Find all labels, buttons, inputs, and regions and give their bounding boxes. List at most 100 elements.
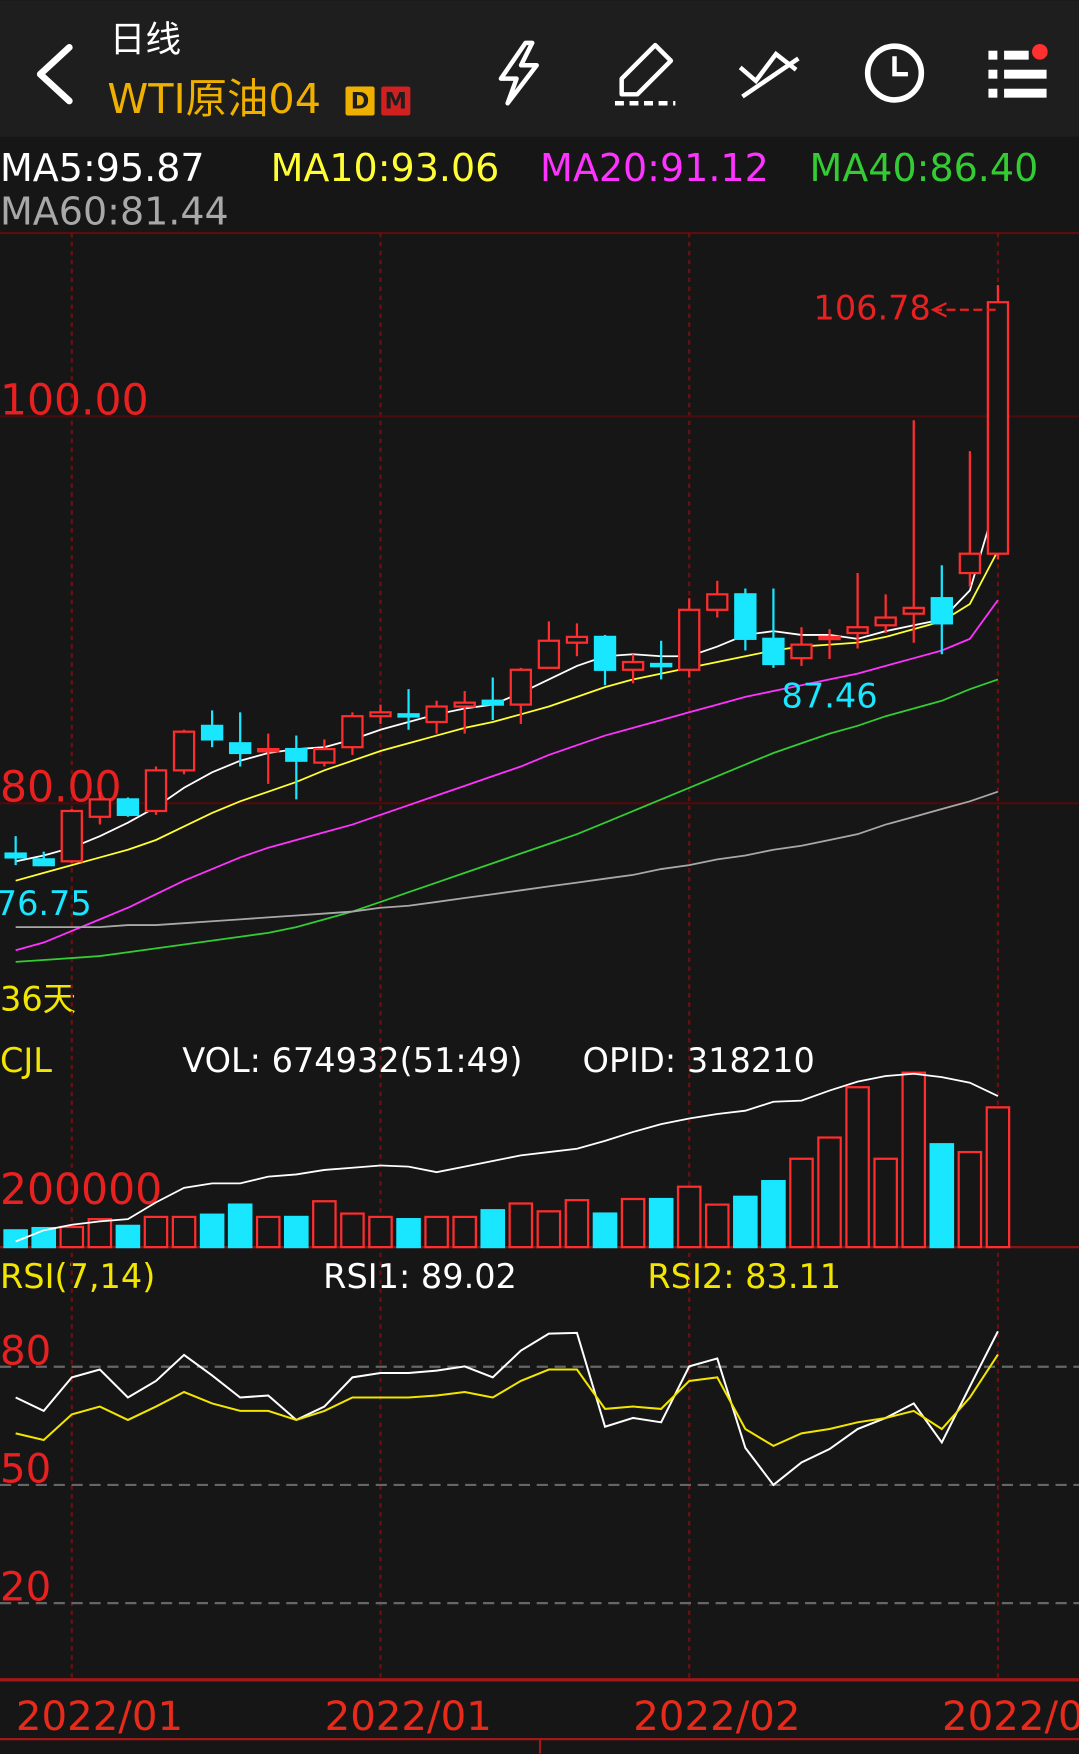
candle-body xyxy=(565,635,589,644)
candle-body xyxy=(846,626,869,635)
candle-body xyxy=(481,699,504,706)
volume-bar xyxy=(620,1197,646,1249)
y-tick-label: 100.00 xyxy=(0,376,149,425)
legend-entry: MA5:95.87 xyxy=(0,146,205,190)
menu-icon[interactable] xyxy=(988,43,1048,98)
icon-shape xyxy=(892,56,908,77)
candle-body xyxy=(930,597,953,625)
legend-entry: MA20:91.12 xyxy=(540,146,769,190)
badge-box xyxy=(345,86,375,116)
candle-body xyxy=(257,747,280,753)
candle-body xyxy=(509,668,533,706)
ma-line xyxy=(15,550,999,882)
x-tick-label: 2022/0 xyxy=(942,1694,1079,1740)
flash-icon[interactable] xyxy=(498,40,539,106)
volume-bar xyxy=(396,1218,421,1249)
candle-body xyxy=(678,608,701,671)
history-icon[interactable] xyxy=(864,43,925,103)
low-annotation: 87.46 xyxy=(782,677,878,716)
x-tick-label: 2022/02 xyxy=(633,1694,800,1740)
icon-shape xyxy=(498,40,539,106)
volume-bar xyxy=(227,1203,253,1249)
ma-line xyxy=(15,496,999,863)
draw-icon[interactable] xyxy=(614,42,676,106)
notice-dot xyxy=(1032,43,1048,60)
legends: MA5:95.87 MA10:93.06 MA20:91.12 MA40:86.… xyxy=(0,146,1038,1296)
back-button[interactable] xyxy=(36,43,73,105)
badge-box xyxy=(381,86,411,116)
icon-shape xyxy=(741,56,800,99)
candle-body xyxy=(341,715,364,749)
legend-entry: OPID: 318210 xyxy=(583,1041,815,1080)
candle-body xyxy=(397,713,420,718)
high-annotation: 106.78 xyxy=(814,288,931,327)
symbol-name[interactable]: WTI原油04 xyxy=(107,75,321,123)
candle-body xyxy=(593,635,617,671)
icon-shape xyxy=(619,42,674,97)
candle-body xyxy=(958,552,982,575)
candle-body xyxy=(621,660,645,671)
y-tick-label: 50 xyxy=(0,1447,51,1493)
volume-bar xyxy=(508,1202,534,1249)
candle-body xyxy=(649,662,673,668)
volume-bar xyxy=(564,1199,590,1249)
volume-bar xyxy=(817,1136,842,1249)
volume-bar xyxy=(985,1106,1011,1249)
rsi-line xyxy=(15,1330,999,1487)
icon-shape xyxy=(1004,88,1047,98)
candle-body xyxy=(88,798,112,818)
low-annotation: 76.75 xyxy=(0,884,92,923)
badge: D xyxy=(351,89,370,115)
candle-body xyxy=(790,643,813,660)
period-label: 日线 xyxy=(110,20,182,61)
volume-bar xyxy=(480,1209,506,1249)
open-interest-line xyxy=(15,1072,999,1243)
candle-body xyxy=(706,593,729,611)
candle-body xyxy=(369,711,392,718)
volume-bar xyxy=(424,1215,449,1249)
volume-bar xyxy=(648,1197,674,1249)
candle-body xyxy=(313,747,336,764)
panel-title: RSI(7,14) xyxy=(0,1257,155,1296)
candle-body xyxy=(172,730,196,772)
legend-entry: RSI1: 89.02 xyxy=(323,1257,517,1296)
icon-shape xyxy=(1004,50,1029,60)
day-count: 36天 xyxy=(0,980,76,1019)
candle-body xyxy=(902,606,925,615)
candle-body xyxy=(116,798,140,816)
legend-entry: MA40:86.40 xyxy=(810,146,1039,190)
legend-entry: MA10:93.06 xyxy=(271,146,500,190)
candle-body xyxy=(60,809,83,863)
volume-bar xyxy=(3,1229,28,1249)
volume-bar xyxy=(676,1185,702,1249)
ma-line xyxy=(15,678,999,963)
candle-body xyxy=(144,769,168,813)
ma-line xyxy=(15,599,999,952)
candle-body xyxy=(425,705,448,724)
icon-shape xyxy=(1004,69,1047,79)
annotation-arrow xyxy=(930,302,948,318)
panel-title: CJL xyxy=(0,1041,52,1080)
top-bar xyxy=(0,0,1079,137)
volume-bar xyxy=(789,1157,814,1249)
volume-bar xyxy=(592,1212,618,1249)
volume-bar xyxy=(87,1218,113,1249)
volume-bar xyxy=(255,1215,281,1249)
icon-shape xyxy=(988,69,998,79)
volume-bar xyxy=(536,1210,562,1249)
y-tick-label: 80 xyxy=(0,1328,51,1374)
volume-bar xyxy=(59,1225,85,1249)
volume-bar xyxy=(340,1212,365,1249)
y-tick-label: 20 xyxy=(0,1565,51,1611)
candle-body xyxy=(32,858,55,867)
volume-bar xyxy=(312,1200,337,1249)
volume-bar xyxy=(901,1071,927,1249)
volume-bar xyxy=(845,1086,870,1249)
indicator-icon[interactable] xyxy=(738,50,800,99)
legend-entry: MA60:81.44 xyxy=(0,189,229,233)
x-tick-label: 2022/01 xyxy=(325,1694,492,1740)
ma-line xyxy=(15,790,999,928)
candle-body xyxy=(986,301,1010,555)
